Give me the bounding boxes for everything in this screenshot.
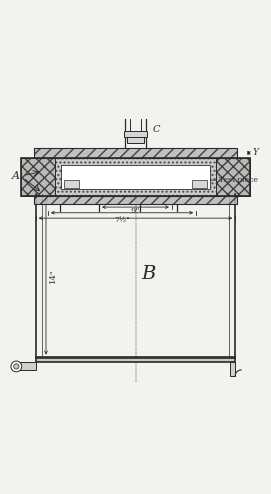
Bar <box>55 158 216 196</box>
Bar <box>192 180 207 188</box>
Text: B: B <box>142 265 156 283</box>
Bar <box>230 363 235 376</box>
Bar <box>15 363 36 370</box>
Bar <box>36 357 235 363</box>
Text: Test piece: Test piece <box>219 175 258 184</box>
Bar <box>34 196 237 205</box>
Bar <box>21 158 250 196</box>
Text: 9": 9" <box>131 207 140 215</box>
Bar <box>216 158 250 196</box>
Text: A: A <box>12 171 20 181</box>
Text: C: C <box>153 124 160 134</box>
Bar <box>21 158 55 196</box>
Bar <box>124 131 147 137</box>
Bar <box>64 180 79 188</box>
Text: Y: Y <box>253 148 259 158</box>
Bar <box>55 158 216 196</box>
Bar <box>61 165 210 189</box>
Text: 14": 14" <box>49 269 57 284</box>
Bar <box>34 196 237 205</box>
Bar <box>216 158 250 196</box>
Text: 7½": 7½" <box>114 216 130 224</box>
Circle shape <box>11 361 22 372</box>
Text: 3½": 3½" <box>128 197 143 205</box>
Bar <box>34 148 237 158</box>
Bar <box>127 137 144 143</box>
Circle shape <box>14 364 19 369</box>
Bar <box>34 148 237 158</box>
Bar <box>21 158 55 196</box>
